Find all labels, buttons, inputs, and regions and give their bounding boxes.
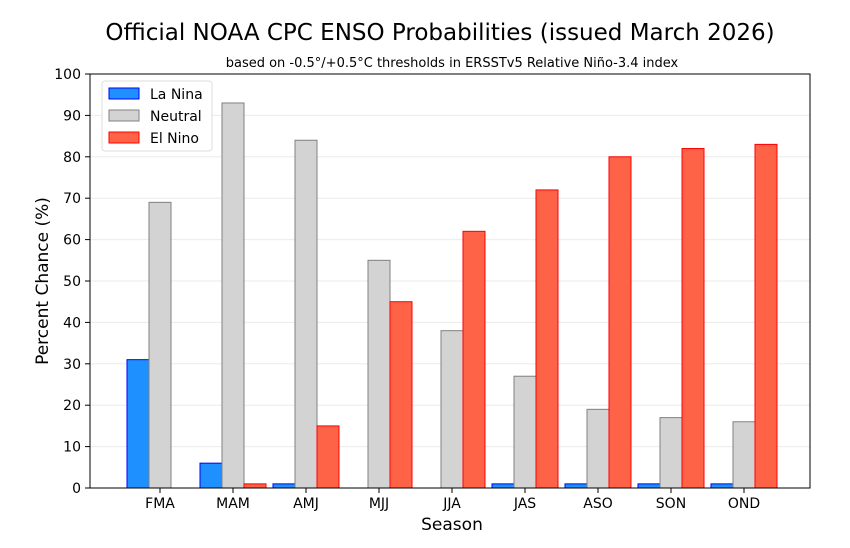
- bar-el-nino: [462, 230, 486, 489]
- bar-el-nino: [608, 156, 632, 489]
- bar-la-nina: [272, 483, 296, 489]
- y-axis-label: Percent Chance (%): [33, 197, 53, 365]
- bar-el-nino: [681, 148, 705, 489]
- x-tick-label: ASO: [583, 496, 612, 512]
- bar-el-nino: [316, 425, 340, 489]
- x-tick-label: OND: [728, 496, 760, 512]
- chart-subtitle: based on -0.5°/+0.5°C thresholds in ERSS…: [226, 56, 679, 71]
- legend-label: Neutral: [150, 109, 202, 125]
- y-tick-label: 60: [63, 233, 81, 249]
- bar-la-nina: [637, 483, 661, 489]
- plot-frame: [89, 73, 811, 489]
- y-tick-label: 80: [63, 150, 81, 166]
- bar-neutral: [732, 421, 756, 489]
- y-tick-label: 0: [72, 481, 81, 497]
- x-tick-label: MAM: [216, 496, 250, 512]
- bar-el-nino: [754, 143, 778, 489]
- bar-el-nino: [389, 301, 413, 489]
- bar-el-nino: [535, 189, 559, 489]
- bar-neutral: [294, 139, 318, 489]
- bar-neutral: [221, 102, 245, 489]
- legend-label: La Nina: [150, 87, 203, 103]
- x-tick-label: JJA: [442, 496, 461, 512]
- bar-neutral: [367, 259, 391, 489]
- bar-la-nina: [126, 359, 150, 489]
- y-tick-label: 10: [63, 440, 81, 456]
- y-tick-label: 30: [63, 357, 81, 373]
- bar-la-nina: [199, 462, 223, 489]
- y-tick-label: 100: [54, 67, 81, 83]
- y-tick-label: 70: [63, 191, 81, 207]
- bar-la-nina: [491, 483, 515, 489]
- bar-neutral: [148, 201, 172, 489]
- y-tick-label: 90: [63, 108, 81, 124]
- bar-neutral: [440, 330, 464, 489]
- legend-label: El Nino: [150, 131, 199, 147]
- legend-swatch: [108, 131, 140, 144]
- x-tick-label: AMJ: [293, 496, 319, 512]
- bar-neutral: [659, 417, 683, 489]
- y-tick-label: 20: [63, 398, 81, 414]
- x-tick-label: JAS: [513, 496, 536, 512]
- y-tick-label: 40: [63, 315, 81, 331]
- bar-la-nina: [710, 483, 734, 489]
- x-tick-label: MJJ: [369, 496, 389, 512]
- y-tick-label: 50: [63, 274, 81, 290]
- legend-swatch: [108, 109, 140, 122]
- bar-neutral: [586, 408, 610, 489]
- bar-neutral: [513, 375, 537, 489]
- bar-la-nina: [564, 483, 588, 489]
- x-tick-label: SON: [656, 496, 686, 512]
- x-axis-label: Season: [421, 515, 483, 535]
- chart-title: Official NOAA CPC ENSO Probabilities (is…: [105, 20, 774, 46]
- legend-swatch: [108, 87, 140, 100]
- bar-el-nino: [243, 483, 267, 489]
- legend: La Nina Neutral El Nino: [101, 80, 213, 152]
- x-tick-label: FMA: [145, 496, 175, 512]
